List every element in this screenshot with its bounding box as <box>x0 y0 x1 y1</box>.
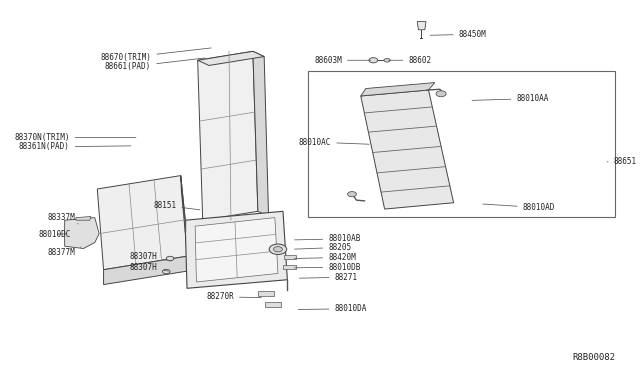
Circle shape <box>166 256 174 261</box>
Polygon shape <box>361 90 454 209</box>
Text: 88010DB: 88010DB <box>294 263 360 272</box>
Polygon shape <box>198 51 264 65</box>
Text: 88602: 88602 <box>388 56 431 65</box>
Text: 88010DC: 88010DC <box>38 230 70 239</box>
Polygon shape <box>180 176 189 271</box>
Text: 88661(PAD): 88661(PAD) <box>105 58 205 71</box>
Text: 88307H: 88307H <box>130 252 172 261</box>
Polygon shape <box>195 218 278 282</box>
Polygon shape <box>104 256 189 285</box>
Text: 88010AA: 88010AA <box>472 94 548 103</box>
Text: 88010AC: 88010AC <box>299 138 369 147</box>
Text: 88270R: 88270R <box>206 292 261 301</box>
Text: 88651: 88651 <box>607 157 637 166</box>
Circle shape <box>273 247 282 252</box>
Polygon shape <box>258 291 273 296</box>
Text: 88010AD: 88010AD <box>483 203 555 212</box>
Text: 88307H: 88307H <box>130 263 168 272</box>
Circle shape <box>384 58 390 62</box>
Bar <box>308 71 616 217</box>
Polygon shape <box>198 51 258 220</box>
Text: 88670(TRIM): 88670(TRIM) <box>100 48 211 62</box>
Polygon shape <box>76 217 91 220</box>
Text: 88420M: 88420M <box>294 253 356 262</box>
Circle shape <box>436 91 446 97</box>
Circle shape <box>348 192 356 197</box>
Polygon shape <box>284 255 296 259</box>
Text: 88151: 88151 <box>153 201 200 210</box>
Polygon shape <box>253 51 269 217</box>
Text: 88010DA: 88010DA <box>298 304 367 313</box>
Text: 88337M: 88337M <box>47 213 79 224</box>
Polygon shape <box>266 302 281 307</box>
Polygon shape <box>417 22 426 30</box>
Circle shape <box>269 244 287 254</box>
Text: 88450M: 88450M <box>430 30 486 39</box>
Polygon shape <box>361 83 435 96</box>
Text: 88377M: 88377M <box>47 247 81 257</box>
Text: 88010AB: 88010AB <box>294 234 360 243</box>
Text: 88361N(PAD): 88361N(PAD) <box>19 142 131 151</box>
Polygon shape <box>65 218 99 248</box>
Text: R8B00082: R8B00082 <box>572 353 616 362</box>
Text: 88271: 88271 <box>300 273 358 282</box>
Text: 88603M: 88603M <box>314 56 371 65</box>
Polygon shape <box>97 176 189 270</box>
Text: 88370N(TRIM): 88370N(TRIM) <box>14 133 136 142</box>
Circle shape <box>163 269 170 274</box>
Polygon shape <box>185 211 287 288</box>
Polygon shape <box>283 265 296 269</box>
Circle shape <box>369 58 378 63</box>
Text: 88205: 88205 <box>294 243 351 252</box>
